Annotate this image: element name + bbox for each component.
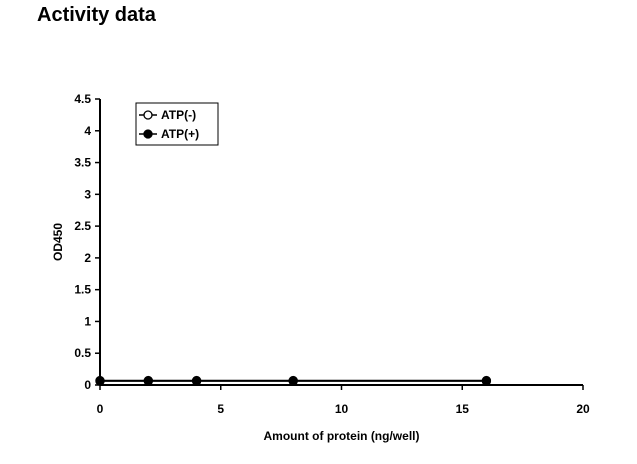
legend-marker-atp-plus: [143, 129, 153, 139]
y-tick-label: 3: [84, 187, 91, 201]
x-tick-label: 20: [576, 402, 590, 416]
data-point-atp-plus: [481, 375, 492, 386]
y-tick-label: 3.5: [74, 156, 91, 170]
x-tick-label: 5: [217, 402, 224, 416]
legend-label-atp-minus: ATP(-): [161, 108, 196, 122]
data-point-atp-plus: [95, 375, 105, 386]
chart-series: [95, 375, 492, 386]
data-point-atp-plus: [288, 375, 298, 386]
x-tick-label: 10: [335, 402, 349, 416]
chart-legend: ATP(-) ATP(+): [135, 102, 219, 146]
page-title: Activity data: [37, 4, 156, 26]
x-axis-title: Amount of protein (ng/well): [264, 429, 420, 443]
x-tick-label: 15: [456, 402, 470, 416]
data-point-atp-plus: [143, 375, 153, 386]
y-tick-label: 0: [84, 378, 91, 392]
y-tick-label: 4: [84, 124, 91, 138]
data-point-atp-plus: [191, 375, 202, 386]
y-tick-label: 0.5: [74, 346, 91, 360]
y-tick-label: 2: [84, 251, 91, 265]
x-tick-label: 0: [97, 402, 104, 416]
y-tick-label: 4.5: [74, 92, 91, 106]
y-tick-label: 2.5: [74, 219, 91, 233]
y-tick-label: 1.5: [74, 283, 91, 297]
y-tick-label: 1: [84, 314, 91, 328]
legend-label-atp-plus: ATP(+): [161, 127, 199, 141]
y-axis-title: OD450: [51, 223, 65, 261]
legend-marker-atp-minus: [143, 110, 153, 120]
chart-ticks: 0 0.5 1 1.5 2 2.5 3 3.5 4 4.5 0 5 10 15 20: [74, 92, 590, 416]
